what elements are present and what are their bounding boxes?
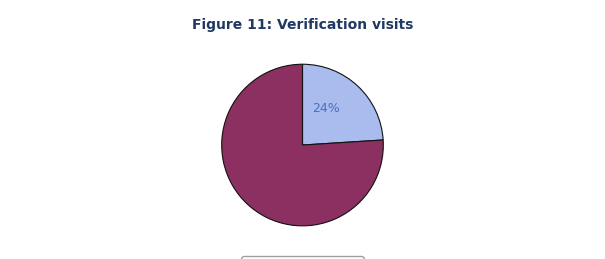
Legend: Yes, No: Yes, No — [241, 256, 364, 259]
Text: Figure 11: Verification visits: Figure 11: Verification visits — [192, 18, 413, 32]
Wedge shape — [302, 64, 383, 145]
Text: 24%: 24% — [313, 102, 341, 115]
Wedge shape — [221, 64, 384, 226]
